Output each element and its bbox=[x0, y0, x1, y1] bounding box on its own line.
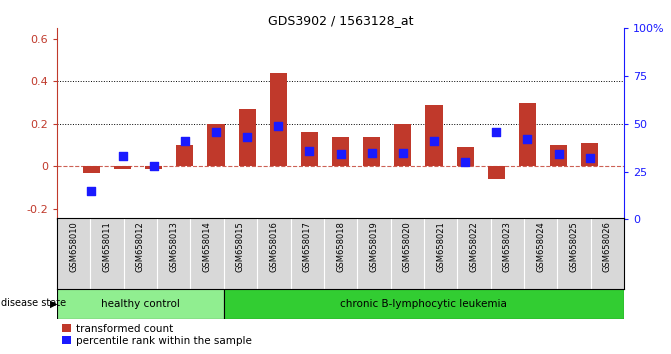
Bar bbox=[581, 143, 599, 166]
Text: disease state: disease state bbox=[1, 298, 66, 308]
Text: GSM658025: GSM658025 bbox=[570, 221, 578, 272]
Text: GSM658016: GSM658016 bbox=[269, 221, 278, 272]
Text: GSM658024: GSM658024 bbox=[536, 221, 545, 272]
Text: healthy control: healthy control bbox=[101, 298, 180, 309]
Bar bbox=[145, 166, 162, 169]
Bar bbox=[456, 147, 474, 166]
Text: GSM658026: GSM658026 bbox=[603, 221, 612, 272]
Text: GSM658011: GSM658011 bbox=[103, 221, 111, 272]
Point bbox=[397, 150, 408, 155]
Point bbox=[553, 152, 564, 157]
Point bbox=[460, 159, 470, 165]
Text: GSM658019: GSM658019 bbox=[369, 221, 378, 272]
Bar bbox=[488, 166, 505, 179]
Bar bbox=[238, 109, 256, 166]
Text: chronic B-lymphocytic leukemia: chronic B-lymphocytic leukemia bbox=[340, 298, 507, 309]
Point bbox=[491, 129, 502, 135]
Bar bbox=[224, 289, 624, 319]
Point bbox=[336, 152, 346, 157]
Legend: transformed count, percentile rank within the sample: transformed count, percentile rank withi… bbox=[62, 324, 252, 346]
Text: GSM658020: GSM658020 bbox=[403, 221, 412, 272]
Bar bbox=[114, 166, 131, 169]
Bar bbox=[301, 132, 318, 166]
Point bbox=[242, 135, 252, 140]
Bar bbox=[207, 124, 225, 166]
Point bbox=[429, 138, 440, 144]
Bar bbox=[270, 73, 287, 166]
Point bbox=[179, 138, 190, 144]
Point bbox=[86, 188, 97, 194]
Bar bbox=[425, 105, 443, 166]
Bar bbox=[332, 137, 349, 166]
Point bbox=[584, 155, 595, 161]
Point bbox=[366, 150, 377, 155]
Bar bbox=[363, 137, 380, 166]
Point bbox=[304, 148, 315, 154]
Title: GDS3902 / 1563128_at: GDS3902 / 1563128_at bbox=[268, 14, 413, 27]
Text: GSM658015: GSM658015 bbox=[236, 221, 245, 272]
Point bbox=[273, 123, 284, 129]
Bar bbox=[57, 289, 224, 319]
Text: GSM658013: GSM658013 bbox=[169, 221, 178, 272]
Bar bbox=[519, 103, 536, 166]
Point bbox=[148, 163, 159, 169]
Text: GSM658018: GSM658018 bbox=[336, 221, 345, 272]
Text: GSM658014: GSM658014 bbox=[203, 221, 211, 272]
Text: GSM658023: GSM658023 bbox=[503, 221, 512, 272]
Bar bbox=[550, 145, 567, 166]
Text: ▶: ▶ bbox=[50, 298, 57, 308]
Bar bbox=[83, 166, 100, 173]
Text: GSM658021: GSM658021 bbox=[436, 221, 445, 272]
Bar bbox=[395, 124, 411, 166]
Point bbox=[522, 136, 533, 142]
Text: GSM658010: GSM658010 bbox=[69, 221, 79, 272]
Text: GSM658022: GSM658022 bbox=[470, 221, 478, 272]
Point bbox=[211, 129, 221, 135]
Bar bbox=[176, 145, 193, 166]
Text: GSM658012: GSM658012 bbox=[136, 221, 145, 272]
Text: GSM658017: GSM658017 bbox=[303, 221, 312, 272]
Point bbox=[117, 154, 128, 159]
